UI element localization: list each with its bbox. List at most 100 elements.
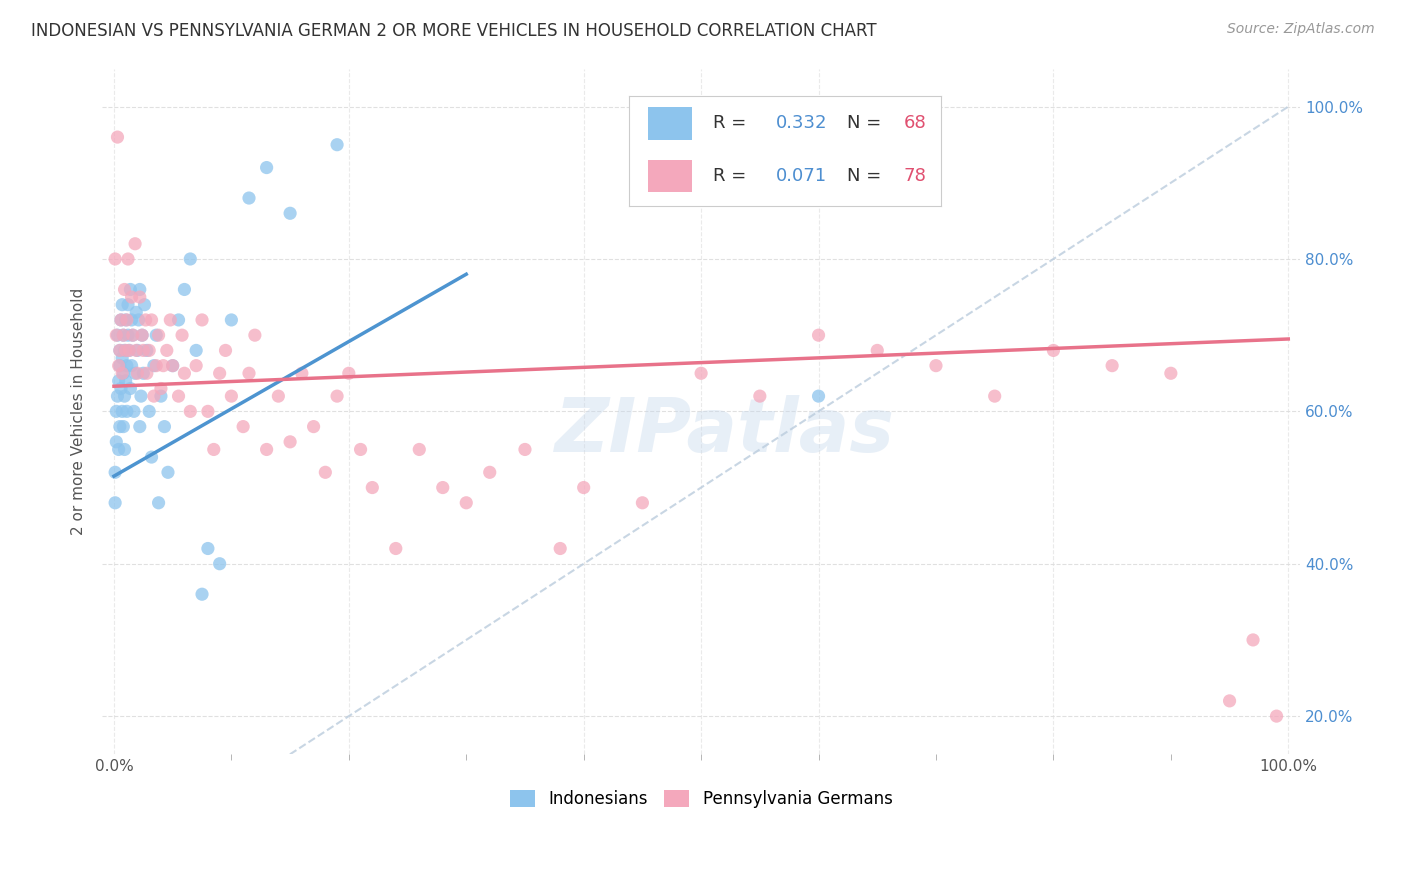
Point: [159, 313, 181, 327]
Point: [128, 283, 150, 297]
Point: [121, 328, 143, 343]
Point: [302, 419, 325, 434]
Point: [243, 328, 266, 343]
Y-axis label: 2 or more Vehicles in Household: 2 or more Vehicles in Household: [72, 288, 86, 535]
Point: [129, 389, 152, 403]
Point: [208, 366, 231, 380]
Point: [1219, 694, 1241, 708]
Point: [1042, 343, 1064, 358]
Point: [121, 328, 143, 343]
Point: [173, 283, 195, 297]
Point: [104, 496, 127, 510]
Point: [112, 366, 135, 380]
Point: [983, 389, 1005, 403]
Point: [1160, 366, 1182, 380]
Point: [121, 290, 143, 304]
Point: [114, 389, 136, 403]
Point: [145, 359, 167, 373]
Point: [191, 313, 214, 327]
Point: [107, 442, 129, 457]
Point: [631, 496, 654, 510]
Point: [107, 130, 129, 145]
Point: [186, 359, 208, 373]
Point: [114, 374, 136, 388]
Point: [238, 191, 260, 205]
Point: [291, 366, 314, 380]
Point: [186, 343, 208, 358]
Point: [167, 389, 190, 403]
Point: [167, 313, 190, 327]
Point: [153, 419, 176, 434]
Point: [115, 359, 138, 373]
Point: [149, 389, 172, 403]
Point: [120, 283, 142, 297]
Point: [256, 161, 278, 175]
Point: [125, 305, 148, 319]
Point: [925, 359, 948, 373]
Point: [124, 236, 146, 251]
Text: INDONESIAN VS PENNSYLVANIA GERMAN 2 OR MORE VEHICLES IN HOUSEHOLD CORRELATION CH: INDONESIAN VS PENNSYLVANIA GERMAN 2 OR M…: [31, 22, 876, 40]
Point: [114, 343, 136, 358]
Point: [572, 481, 595, 495]
Point: [152, 359, 174, 373]
Point: [361, 481, 384, 495]
Text: Source: ZipAtlas.com: Source: ZipAtlas.com: [1227, 22, 1375, 37]
Point: [114, 343, 136, 358]
Point: [131, 328, 153, 343]
Point: [807, 389, 830, 403]
Point: [1241, 632, 1264, 647]
Point: [208, 557, 231, 571]
Point: [132, 366, 155, 380]
Point: [156, 343, 179, 358]
Point: [111, 351, 134, 365]
Point: [135, 366, 157, 380]
Point: [202, 442, 225, 457]
Point: [214, 343, 236, 358]
Point: [191, 587, 214, 601]
Point: [326, 389, 349, 403]
Point: [548, 541, 571, 556]
Point: [807, 328, 830, 343]
Point: [197, 404, 219, 418]
Point: [112, 419, 135, 434]
Point: [132, 343, 155, 358]
Point: [105, 434, 128, 449]
Point: [513, 442, 536, 457]
Point: [349, 442, 371, 457]
Point: [278, 206, 301, 220]
Point: [179, 404, 201, 418]
Point: [117, 252, 139, 266]
Point: [256, 442, 278, 457]
Point: [232, 419, 254, 434]
Point: [110, 313, 132, 327]
Point: [120, 382, 142, 396]
Point: [107, 359, 129, 373]
Point: [128, 290, 150, 304]
Point: [128, 313, 150, 327]
Point: [114, 442, 136, 457]
Point: [221, 313, 243, 327]
Point: [170, 328, 193, 343]
Text: ZIPatlas: ZIPatlas: [555, 395, 896, 468]
Point: [105, 404, 128, 418]
Point: [114, 313, 136, 327]
Point: [173, 366, 195, 380]
Point: [125, 343, 148, 358]
Point: [162, 359, 184, 373]
Point: [156, 466, 179, 480]
Point: [337, 366, 360, 380]
Point: [111, 298, 134, 312]
Point: [221, 389, 243, 403]
Point: [114, 283, 136, 297]
Point: [134, 298, 156, 312]
Point: [1265, 709, 1288, 723]
Point: [690, 366, 713, 380]
Point: [326, 137, 349, 152]
Point: [127, 366, 149, 380]
Point: [111, 404, 134, 418]
Point: [111, 366, 134, 380]
Point: [141, 450, 163, 464]
Point: [478, 466, 501, 480]
Point: [148, 328, 170, 343]
Point: [128, 419, 150, 434]
